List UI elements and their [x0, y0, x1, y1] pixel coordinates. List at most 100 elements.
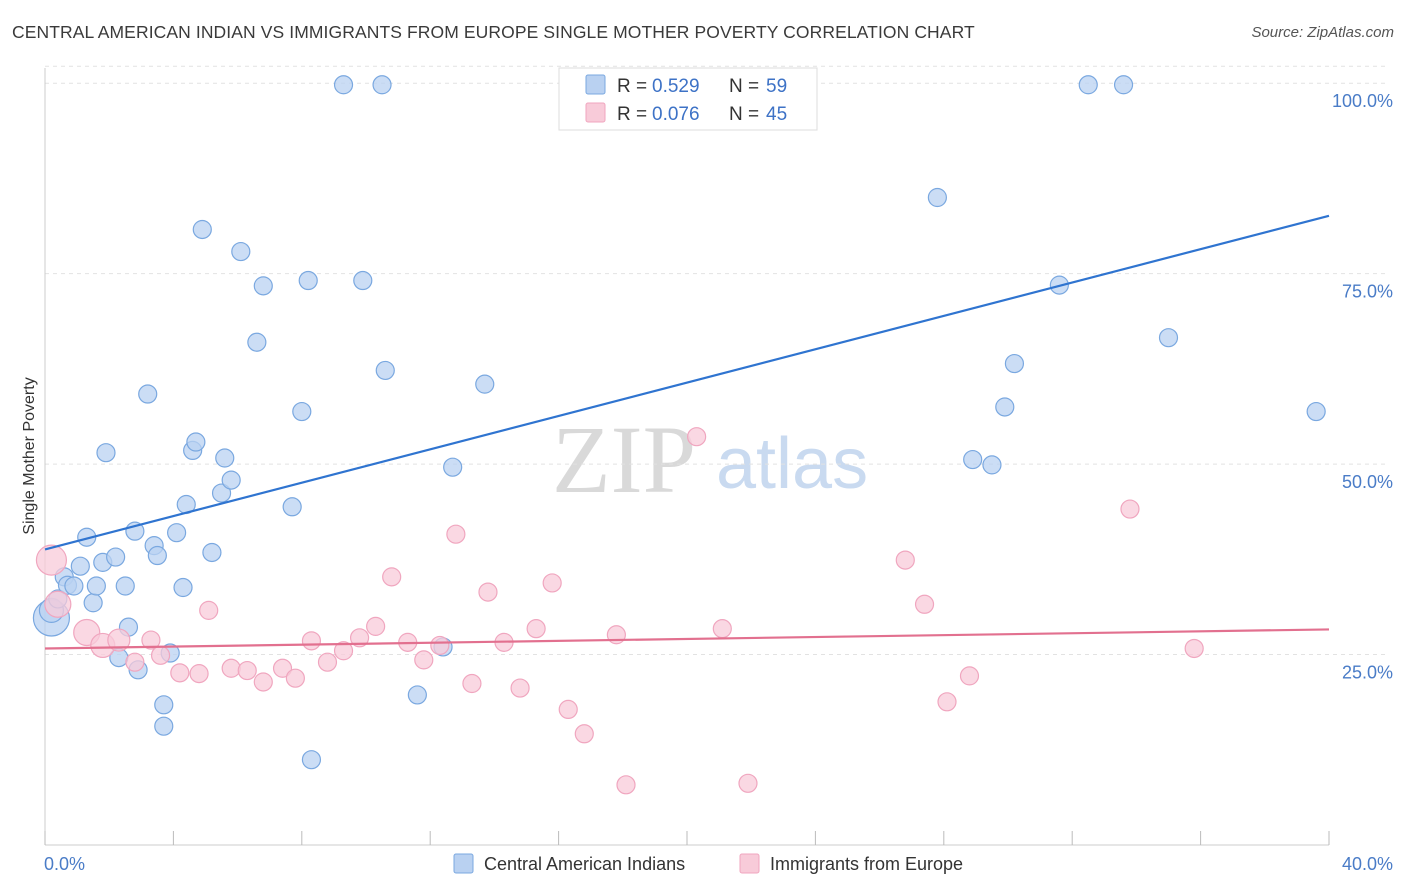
pink-point-24 [430, 635, 450, 656]
pink-point-6 [141, 630, 161, 650]
pink-point-27 [478, 582, 498, 602]
y-tick-label-0: 25.0% [1342, 663, 1393, 683]
pink-point-30 [526, 619, 546, 639]
pink-point-36 [687, 427, 707, 447]
x-tick-label-0: 0.0% [44, 854, 85, 874]
bottom-legend-swatch-blue [453, 853, 474, 874]
blue-point-48 [475, 374, 495, 394]
bottom-legend: Central American Indians Immigrants from… [453, 853, 963, 874]
y-tick-labels: 25.0% 50.0% 75.0% 100.0% [1332, 91, 1393, 682]
blue-point-12 [106, 547, 126, 567]
legend-n-label-blue: N = [729, 76, 759, 97]
pink-point-7 [150, 645, 171, 665]
bottom-legend-label-blue: Central American Indians [484, 854, 685, 874]
pink-point-44 [1184, 638, 1204, 659]
pink-point-39 [895, 550, 915, 570]
blue-point-31 [211, 483, 232, 503]
pink-point-41 [937, 692, 957, 712]
pink-point-19 [349, 628, 370, 648]
pink-point-25 [446, 524, 466, 544]
pink-point-38 [738, 773, 758, 793]
pink-point-31 [542, 573, 562, 593]
pink-point-8 [170, 663, 190, 683]
y-tick-label-1: 50.0% [1342, 472, 1393, 492]
blue-point-9 [86, 576, 106, 596]
grid [45, 65, 1389, 656]
blue-point-5 [64, 576, 84, 596]
pink-point-4 [107, 628, 131, 652]
pink-point-29 [510, 678, 530, 698]
blue-point-50 [963, 449, 983, 470]
blue-point-28 [186, 432, 206, 452]
legend-swatch-blue [585, 74, 606, 95]
trend-line-1 [44, 628, 1330, 650]
pink-point-20 [366, 616, 386, 636]
y-axis-title: Single Mother Poverty [21, 377, 38, 534]
x-tick-label-1: 40.0% [1342, 854, 1393, 874]
blue-point-30 [202, 542, 222, 563]
blue-point-18 [138, 384, 158, 404]
blue-point-56 [1113, 75, 1134, 95]
blue-point-29 [192, 219, 212, 240]
blue-point-25 [173, 577, 193, 598]
legend-n-value-pink: 45 [766, 104, 787, 125]
pink-point-26 [462, 673, 482, 694]
blue-point-42 [353, 270, 373, 291]
blue-point-53 [1004, 353, 1025, 374]
pink-point-37 [712, 619, 732, 639]
pink-point-0 [35, 544, 68, 576]
pink-point-12 [237, 660, 257, 681]
blue-point-57 [1158, 328, 1179, 348]
blue-point-14 [115, 576, 135, 596]
blue-point-11 [96, 443, 116, 463]
blue-point-22 [154, 716, 174, 736]
bottom-legend-swatch-pink [739, 853, 760, 874]
blue-point-44 [375, 360, 395, 381]
blue-point-51 [982, 455, 1002, 475]
pink-point-9 [189, 664, 209, 684]
blue-point-58 [1306, 401, 1326, 422]
pink-point-1 [44, 590, 72, 618]
trend-lines [44, 214, 1330, 650]
pink-point-23 [414, 650, 434, 670]
y-tick-label-2: 75.0% [1342, 282, 1393, 302]
legend: R = 0.529 N = 59 R = 0.076 N = 45 [558, 67, 818, 131]
blue-point-32 [215, 448, 235, 468]
pink-point-33 [574, 724, 594, 744]
source-note: Source: ZipAtlas.com [1251, 24, 1394, 41]
axes [44, 68, 1330, 846]
legend-r-label-blue: R = [617, 76, 647, 97]
chart-title: CENTRAL AMERICAN INDIAN VS IMMIGRANTS FR… [12, 22, 975, 42]
pink-point-35 [616, 775, 636, 795]
trend-line-0 [44, 214, 1330, 551]
legend-r-label-pink: R = [617, 104, 647, 125]
blue-point-52 [995, 397, 1015, 417]
series-central-american-indians [32, 75, 1326, 770]
blue-point-40 [301, 750, 322, 770]
blue-point-8 [83, 593, 103, 613]
pink-point-10 [199, 600, 219, 620]
pink-point-13 [253, 672, 273, 692]
pink-point-14 [272, 658, 293, 678]
pink-point-43 [1120, 499, 1140, 519]
blue-point-24 [167, 523, 187, 543]
pink-point-32 [558, 699, 578, 720]
pink-point-17 [317, 652, 338, 672]
blue-point-6 [70, 556, 90, 576]
legend-r-value-blue: 0.529 [652, 76, 700, 97]
bottom-legend-label-pink: Immigrants from Europe [770, 854, 963, 874]
blue-point-41 [333, 75, 354, 95]
pink-point-16 [301, 631, 322, 651]
blue-point-39 [298, 270, 318, 291]
blue-point-35 [247, 332, 267, 352]
legend-r-value-pink: 0.076 [652, 104, 700, 125]
legend-n-label-pink: N = [729, 104, 759, 125]
watermark-zip: ZIP [552, 406, 696, 513]
legend-swatch-pink [585, 102, 606, 123]
pink-point-15 [285, 668, 305, 688]
blue-point-38 [292, 401, 312, 422]
blue-point-47 [443, 457, 463, 477]
y-tick-label-3: 100.0% [1332, 91, 1393, 111]
blue-point-33 [221, 470, 241, 490]
